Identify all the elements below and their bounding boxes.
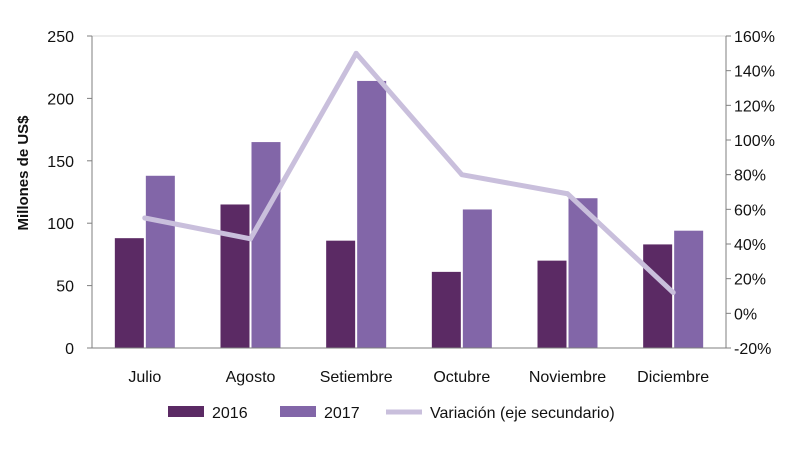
variation-point-agosto	[248, 236, 253, 242]
bar-2016-agosto	[220, 204, 250, 348]
bar-2017-octubre	[462, 209, 492, 348]
legend-label: 2017	[324, 405, 360, 422]
legend-item-2[interactable]: 2017	[280, 405, 360, 422]
y2-tick-label: 100%	[734, 133, 775, 150]
y2-tick-label: 40%	[734, 237, 766, 254]
y2-tick-label: 160%	[734, 29, 775, 46]
variation-point-setiembre	[353, 50, 359, 56]
plot-frame	[91, 35, 727, 349]
y-tick-label: 0	[65, 341, 74, 358]
bar-group	[114, 80, 704, 348]
bar-2016-octubre	[431, 271, 461, 348]
y-tick-label: 150	[47, 154, 74, 171]
bar-2017-diciembre	[674, 230, 704, 348]
legend-swatch	[280, 406, 316, 417]
legend-item-1[interactable]: 2016	[168, 405, 248, 422]
y2-tick-label: 20%	[734, 272, 766, 289]
bar-2016-julio	[114, 238, 144, 348]
variation-point-octubre	[459, 172, 465, 178]
bar-2017-noviembre	[568, 198, 598, 348]
y2-tick-label: 120%	[734, 98, 775, 115]
y2-tick-label: 60%	[734, 202, 766, 219]
bar-2016-setiembre	[326, 240, 356, 348]
x-tick-label: Diciembre	[637, 369, 709, 386]
legend[interactable]: 2016 2017 Variación (eje secundario)	[168, 405, 615, 422]
y-tick-label: 50	[56, 279, 74, 296]
variation-line	[142, 50, 676, 296]
variation-line-layer	[142, 50, 676, 296]
bar-2017-julio	[145, 175, 175, 348]
y-tick-label: 100	[47, 216, 74, 233]
y-tick-label: 200	[47, 91, 74, 108]
bar-2016-noviembre	[537, 260, 567, 348]
variation-point-diciembre	[670, 290, 676, 296]
legend-label: Variación (eje secundario)	[430, 405, 615, 422]
axes: 0 50 100 150 200 250 -20% 0% 20% 40% 60% 80% 100% 120…	[47, 29, 775, 386]
x-tick-label: Setiembre	[320, 369, 393, 386]
bar-2017-agosto	[251, 142, 281, 348]
legend-label: 2016	[212, 405, 248, 422]
y-axis-title: Millones de US$	[15, 115, 32, 231]
variation-point-noviembre	[565, 191, 570, 197]
y-tick-label: 250	[47, 29, 74, 46]
y2-tick-label: 80%	[734, 168, 766, 185]
variation-point-julio	[142, 215, 148, 221]
x-tick-label: Julio	[128, 369, 161, 386]
bar-2017-setiembre	[357, 80, 387, 348]
x-tick-label: Octubre	[433, 369, 490, 386]
x-tick-label: Agosto	[226, 369, 276, 386]
y2-tick-label: -20%	[734, 341, 771, 358]
bar-2016-diciembre	[643, 244, 673, 348]
x-tick-label: Noviembre	[529, 369, 606, 386]
y2-tick-label: 0%	[734, 306, 757, 323]
y2-tick-label: 140%	[734, 64, 775, 81]
legend-item-3[interactable]: Variación (eje secundario)	[386, 405, 615, 422]
legend-swatch	[168, 406, 204, 417]
plot-area	[91, 35, 727, 349]
